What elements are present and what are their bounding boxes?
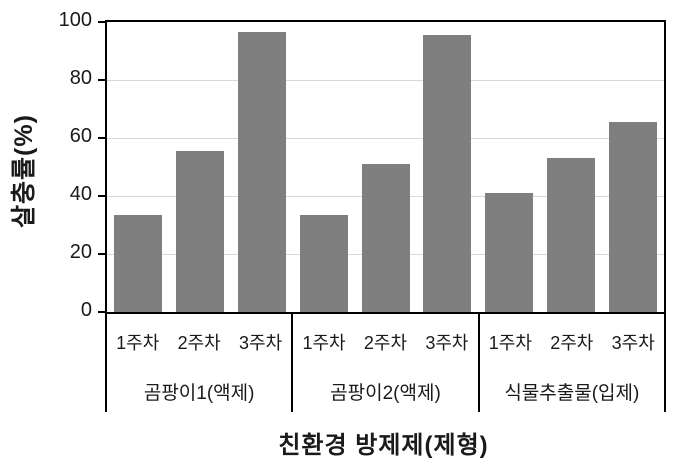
y-tick-mark <box>98 311 107 313</box>
bar <box>237 32 286 312</box>
group-label: 식물추출물(입제) <box>504 383 640 404</box>
bar <box>609 122 658 312</box>
group-label: 곰팡이1(액제) <box>143 383 255 404</box>
y-tick-label: 0 <box>80 299 92 321</box>
group-label: 곰팡이2(액제) <box>330 383 441 404</box>
gridline <box>107 137 664 139</box>
y-tick-mark <box>98 79 107 81</box>
week-label: 2주차 <box>177 333 221 353</box>
y-tick-label: 40 <box>69 183 92 205</box>
plot-area <box>98 20 666 314</box>
week-label: 3주차 <box>611 333 655 353</box>
y-tick-label: 60 <box>69 125 92 147</box>
y-tick-label: 100 <box>58 9 92 31</box>
week-label: 3주차 <box>239 333 283 353</box>
week-label: 1주차 <box>488 333 532 353</box>
y-tick-mark <box>98 253 107 255</box>
y-tick-mark <box>98 195 107 197</box>
bar <box>485 193 534 312</box>
week-label: 2주차 <box>363 333 408 353</box>
week-label: 3주차 <box>425 333 469 353</box>
y-tick-mark <box>98 137 107 139</box>
gridline <box>107 79 664 81</box>
y-axis-title: 살충률(%) <box>10 114 38 228</box>
bar <box>361 164 410 312</box>
y-tick-labels: 0 20 40 60 80 100 <box>38 9 92 321</box>
week-label-row: 1주차 2주차 3주차 <box>293 312 477 366</box>
bar <box>547 158 596 312</box>
x-axis-title: 친환경 방제제(제형) <box>278 432 489 459</box>
y-tick-label: 20 <box>69 241 92 263</box>
bar <box>299 214 348 312</box>
week-label-row: 1주차 2주차 3주차 <box>107 312 291 366</box>
week-label: 1주차 <box>116 333 160 353</box>
week-label: 2주차 <box>550 333 594 353</box>
y-tick-mark <box>98 21 107 23</box>
y-tick-label: 80 <box>69 67 92 89</box>
bar <box>175 151 224 312</box>
bar <box>423 35 472 312</box>
week-label: 1주차 <box>302 333 346 353</box>
bar <box>113 214 162 312</box>
week-label-row: 1주차 2주차 3주차 <box>480 312 664 366</box>
